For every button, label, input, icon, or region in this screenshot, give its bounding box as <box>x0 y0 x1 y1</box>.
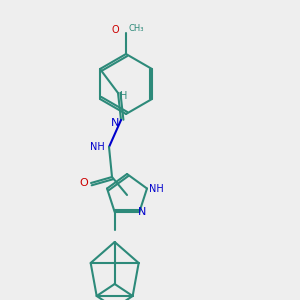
Text: NH: NH <box>148 184 164 194</box>
Text: O: O <box>79 178 88 188</box>
Text: CH₃: CH₃ <box>129 24 144 33</box>
Text: O: O <box>112 25 119 35</box>
Text: NH: NH <box>90 142 104 152</box>
Text: H: H <box>120 91 128 101</box>
Text: N: N <box>138 207 147 217</box>
Text: N: N <box>111 118 119 128</box>
